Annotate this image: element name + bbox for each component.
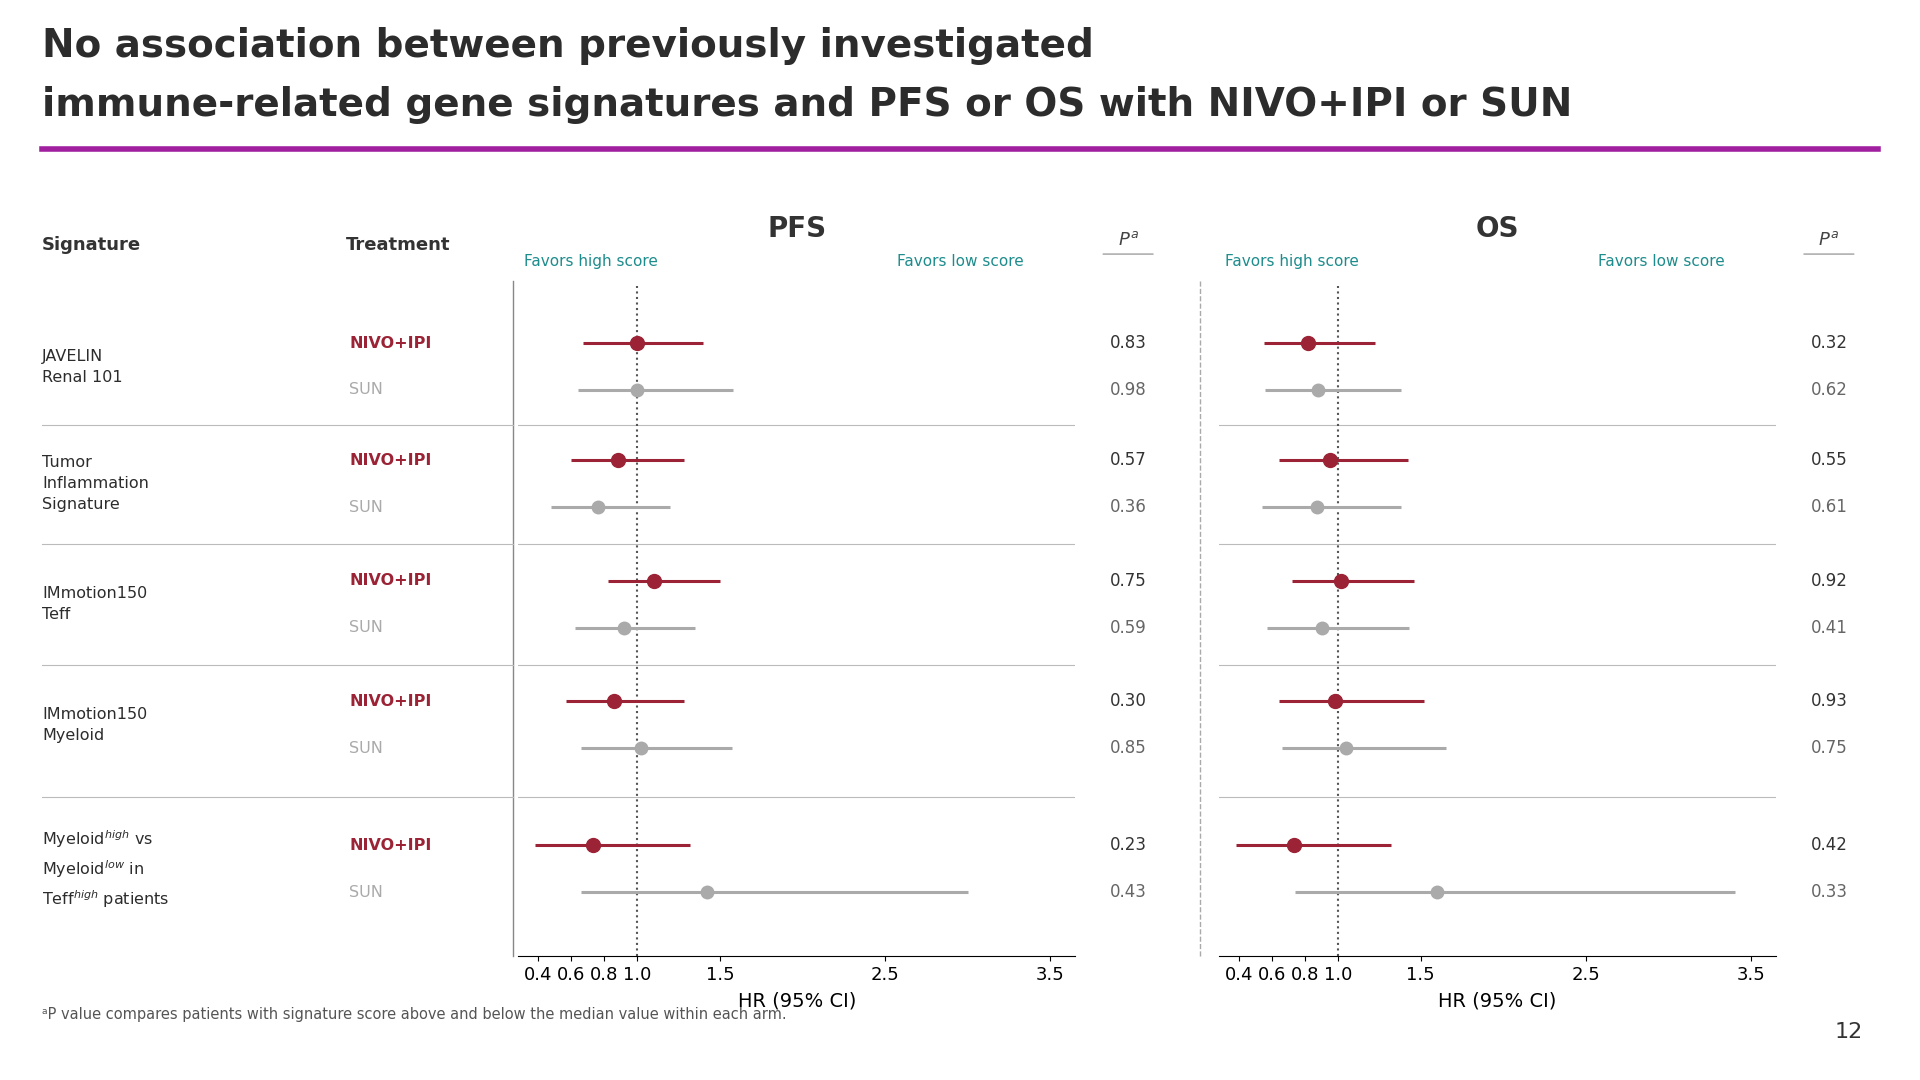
Text: 0.62: 0.62 [1811,381,1847,399]
Text: 0.33: 0.33 [1811,883,1847,901]
Text: NIVO+IPI: NIVO+IPI [349,573,432,589]
Text: NIVO+IPI: NIVO+IPI [349,336,432,351]
Text: 0.57: 0.57 [1110,451,1146,470]
Text: SUN: SUN [349,885,384,900]
Text: 0.75: 0.75 [1110,571,1146,590]
Text: SUN: SUN [349,741,384,756]
Text: ᵃP value compares patients with signature score above and below the median value: ᵃP value compares patients with signatur… [42,1007,787,1022]
Text: $P^{a}$: $P^{a}$ [1818,231,1839,249]
Text: Myeloid$^{high}$ vs
Myeloid$^{low}$ in
Teff$^{high}$ patients: Myeloid$^{high}$ vs Myeloid$^{low}$ in T… [42,828,169,909]
Text: 0.41: 0.41 [1811,619,1847,637]
Text: 0.98: 0.98 [1110,381,1146,399]
X-axis label: HR (95% CI): HR (95% CI) [737,991,856,1011]
Text: 0.30: 0.30 [1110,692,1146,711]
Text: 0.43: 0.43 [1110,883,1146,901]
Text: $P^{a}$: $P^{a}$ [1117,231,1139,249]
Text: SUN: SUN [349,382,384,397]
Text: JAVELIN
Renal 101: JAVELIN Renal 101 [42,349,123,384]
Text: Favors high score: Favors high score [524,255,659,270]
Text: OS: OS [1476,215,1519,243]
Text: NIVO+IPI: NIVO+IPI [349,453,432,468]
Text: 0.92: 0.92 [1811,571,1847,590]
Text: NIVO+IPI: NIVO+IPI [349,693,432,708]
Text: 0.42: 0.42 [1811,836,1847,854]
Text: 0.61: 0.61 [1811,498,1847,516]
Text: IMmotion150
Myeloid: IMmotion150 Myeloid [42,706,148,743]
Text: 0.36: 0.36 [1110,498,1146,516]
Text: PFS: PFS [768,215,826,243]
Text: Favors low score: Favors low score [1597,255,1724,270]
Text: SUN: SUN [349,620,384,635]
Text: 0.23: 0.23 [1110,836,1146,854]
Text: 0.83: 0.83 [1110,334,1146,352]
Text: 0.93: 0.93 [1811,692,1847,711]
Text: 0.85: 0.85 [1110,739,1146,757]
Text: 0.55: 0.55 [1811,451,1847,470]
Text: Signature: Signature [42,235,142,254]
Text: 0.75: 0.75 [1811,739,1847,757]
Text: No association between previously investigated: No association between previously invest… [42,27,1094,65]
Text: NIVO+IPI: NIVO+IPI [349,838,432,853]
Text: Favors high score: Favors high score [1225,255,1359,270]
Text: 0.32: 0.32 [1811,334,1847,352]
Text: immune-related gene signatures and PFS or OS with NIVO+IPI or SUN: immune-related gene signatures and PFS o… [42,86,1572,124]
Text: 12: 12 [1834,1022,1862,1042]
X-axis label: HR (95% CI): HR (95% CI) [1438,991,1557,1011]
Text: Favors low score: Favors low score [897,255,1023,270]
Text: IMmotion150
Teff: IMmotion150 Teff [42,586,148,622]
Text: 0.59: 0.59 [1110,619,1146,637]
Text: Treatment: Treatment [346,235,449,254]
Text: SUN: SUN [349,500,384,515]
Text: Tumor
Inflammation
Signature: Tumor Inflammation Signature [42,456,150,512]
